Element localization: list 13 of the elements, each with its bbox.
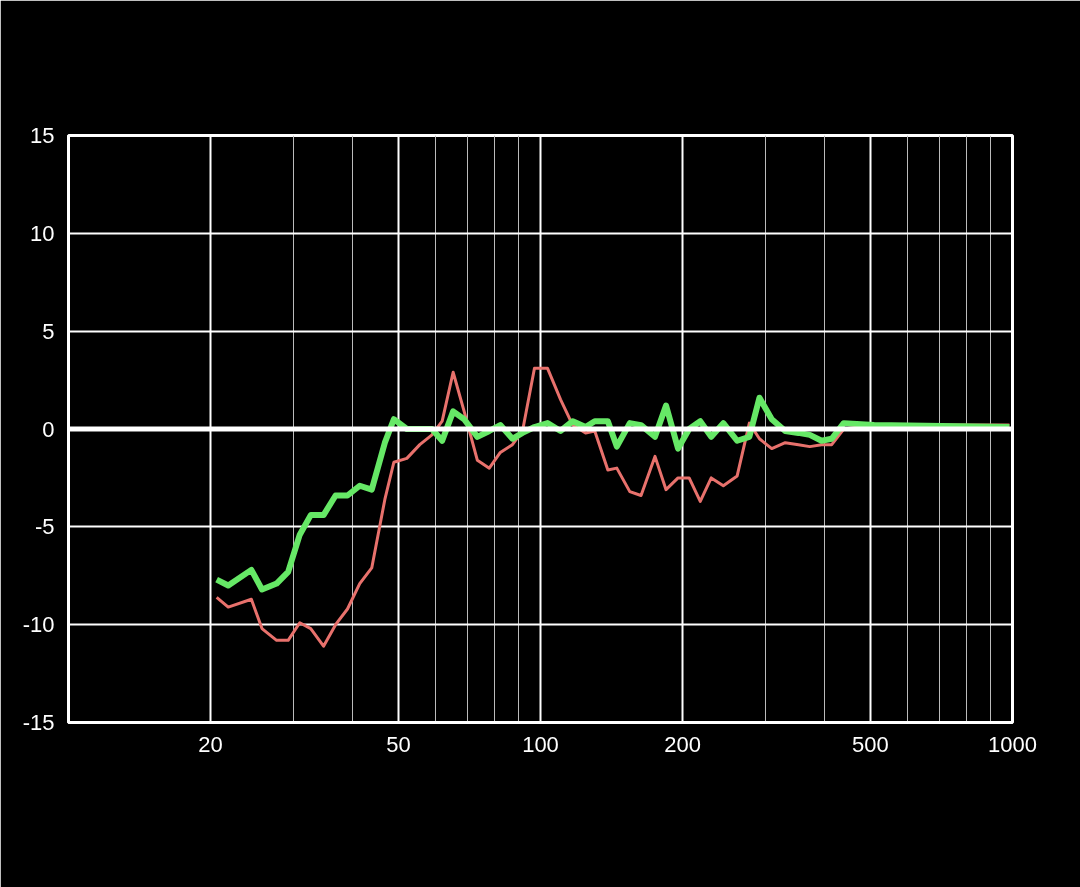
y-tick-label: 0 bbox=[42, 416, 55, 442]
y-tick-label: -5 bbox=[34, 514, 55, 540]
x-tick-label: 200 bbox=[664, 731, 701, 757]
y-tick-label: 10 bbox=[30, 220, 55, 246]
y-tick-label: 15 bbox=[30, 123, 55, 148]
x-tick-label: 20 bbox=[198, 731, 223, 757]
x-tick-label: 50 bbox=[386, 731, 411, 757]
y-tick-label: -15 bbox=[22, 710, 55, 735]
y-tick-label: -10 bbox=[22, 612, 55, 638]
x-tick-label: 1000 bbox=[988, 731, 1037, 757]
y-tick-label: 5 bbox=[42, 318, 55, 344]
x-tick-label: 100 bbox=[522, 731, 559, 757]
x-tick-label: 500 bbox=[852, 731, 889, 757]
